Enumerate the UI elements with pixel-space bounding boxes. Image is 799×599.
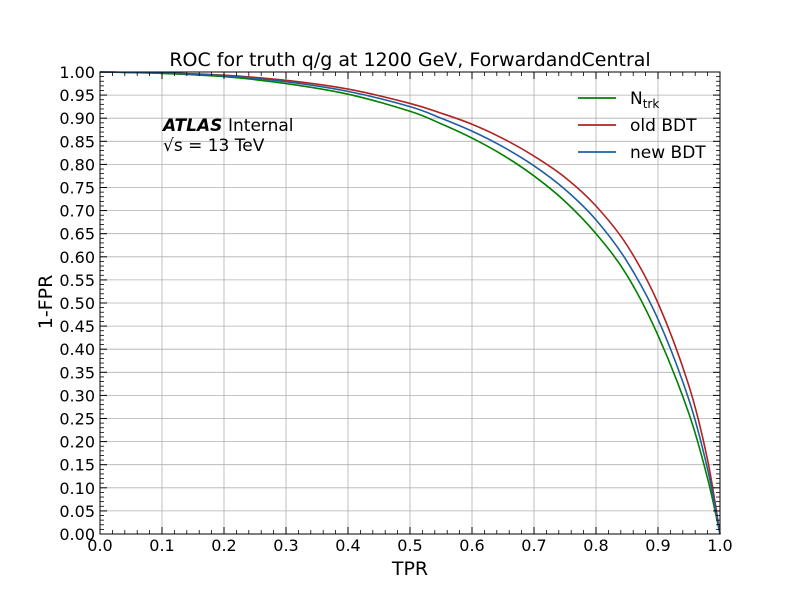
atlas-label: ATLAS Internal √s = 13 TeV bbox=[161, 116, 294, 156]
y-tick-label: 0.55 bbox=[59, 271, 95, 290]
y-tick-label: 0.35 bbox=[59, 363, 95, 382]
y-tick-label: 0.05 bbox=[59, 502, 95, 521]
y-axis-title: 1-FPR bbox=[35, 275, 57, 330]
x-tick-label: 0.6 bbox=[459, 536, 484, 555]
tick-labels: 0.0 0.1 0.2 0.3 0.4 0.5 0.6 0.7 0.8 0.9 1.0 0.00 0.0… bbox=[59, 63, 732, 555]
x-tick-label: 0.5 bbox=[397, 536, 422, 555]
x-tick-label: 1.0 bbox=[707, 536, 732, 555]
x-tick-label: 0.0 bbox=[87, 536, 112, 555]
y-tick-label: 0.90 bbox=[59, 109, 95, 128]
x-tick-label: 0.7 bbox=[521, 536, 546, 555]
y-tick-label: 0.50 bbox=[59, 294, 95, 313]
y-tick-label: 0.80 bbox=[59, 155, 95, 174]
series-line-2 bbox=[99, 71, 721, 535]
y-tick-label: 0.85 bbox=[59, 132, 95, 151]
series-line-1 bbox=[99, 71, 721, 535]
x-tick-label: 0.2 bbox=[211, 536, 236, 555]
y-tick-label: 0.20 bbox=[59, 433, 95, 452]
x-axis-title: TPR bbox=[391, 558, 428, 580]
atlas-status: Internal bbox=[228, 116, 294, 136]
y-tick-label: 0.60 bbox=[59, 248, 95, 267]
atlas-experiment: ATLAS bbox=[161, 116, 222, 136]
legend-label-1: old BDT bbox=[630, 116, 697, 136]
x-tick-label: 0.8 bbox=[583, 536, 608, 555]
y-tick-label: 1.00 bbox=[59, 63, 95, 82]
x-tick-label: 0.1 bbox=[149, 536, 174, 555]
atlas-energy: √s = 13 TeV bbox=[163, 136, 265, 156]
y-tick-label: 0.15 bbox=[59, 456, 95, 475]
y-tick-label: 0.95 bbox=[59, 86, 95, 105]
y-tick-label: 0.30 bbox=[59, 386, 95, 405]
x-tick-label: 0.9 bbox=[645, 536, 670, 555]
y-tick-label: 0.70 bbox=[59, 202, 95, 221]
y-tick-label: 0.45 bbox=[59, 317, 95, 336]
chart-title: ROC for truth q/g at 1200 GeV, Forwardan… bbox=[169, 49, 650, 71]
x-tick-label: 0.4 bbox=[335, 536, 360, 555]
x-tick-label: 0.3 bbox=[273, 536, 298, 555]
y-tick-label: 0.10 bbox=[59, 479, 95, 498]
y-tick-label: 0.65 bbox=[59, 225, 95, 244]
y-tick-label: 0.25 bbox=[59, 410, 95, 429]
series-line-0 bbox=[99, 71, 721, 535]
series-group bbox=[99, 71, 721, 535]
y-tick-label: 0.40 bbox=[59, 340, 95, 359]
legend-label-2: new BDT bbox=[630, 143, 706, 163]
y-tick-label: 0.00 bbox=[59, 525, 95, 544]
axis-ticks bbox=[99, 71, 721, 535]
y-tick-label: 0.75 bbox=[59, 179, 95, 198]
